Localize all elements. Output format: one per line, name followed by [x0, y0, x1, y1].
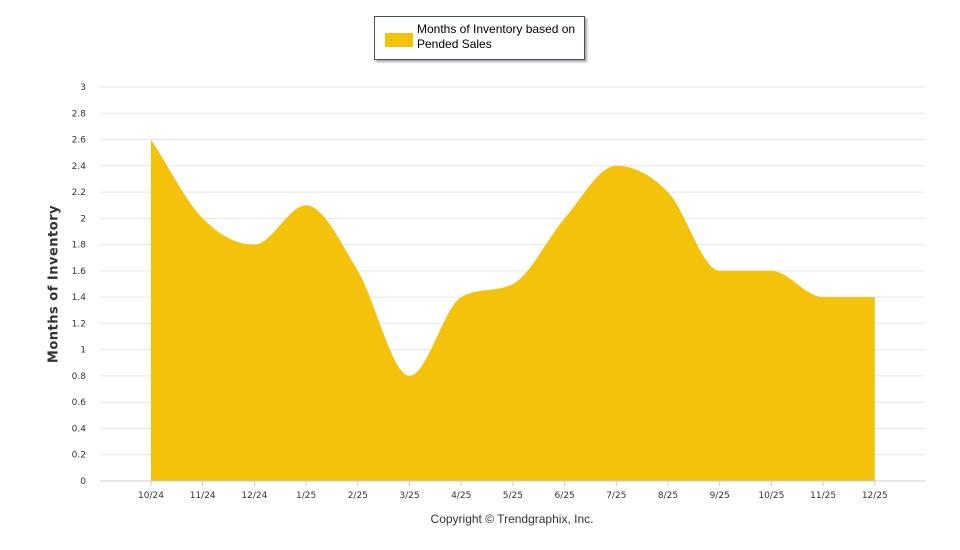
area-series: [148, 137, 878, 482]
y-tick-label: 2.2: [72, 188, 86, 198]
data-point[interactable]: [251, 242, 257, 248]
data-point[interactable]: [510, 281, 516, 287]
x-axis: [100, 480, 925, 486]
x-tick-label: 6/25: [554, 491, 574, 501]
x-tick-label: 5/25: [503, 491, 523, 501]
data-point[interactable]: [717, 268, 723, 274]
x-tick-label: 8/25: [658, 491, 678, 501]
area-fill[interactable]: [151, 139, 875, 482]
legend-label: Months of Inventory based on Pended Sale…: [417, 22, 576, 51]
data-point[interactable]: [148, 137, 154, 143]
x-tick-label: 9/25: [710, 491, 730, 501]
x-tick-label: 12/25: [862, 491, 888, 501]
y-tick-label: 3: [80, 83, 86, 93]
x-tick-label: 2/25: [348, 491, 368, 501]
y-tick-label: 0.6: [72, 398, 87, 408]
x-tick-label: 4/25: [451, 491, 471, 501]
data-point[interactable]: [872, 294, 878, 300]
y-tick-label: 1: [80, 346, 86, 356]
y-tick-label: 0: [80, 477, 86, 487]
x-tick-label: 11/25: [810, 491, 836, 501]
data-point[interactable]: [820, 294, 826, 300]
copyright-text: Copyright © Trendgraphix, Inc.: [430, 512, 594, 526]
y-tick-label: 0.2: [72, 451, 86, 461]
x-tick-label: 7/25: [606, 491, 626, 501]
y-tick-labels: 0 0.2 0.4 0.6 0.8 1 1.2 1.4 1.6 1.8 2 2.2 2.4 2.6 2.8 3: [72, 83, 87, 487]
x-tick-label: 11/24: [190, 491, 216, 501]
y-tick-label: 1.8: [72, 241, 87, 251]
data-point[interactable]: [562, 215, 568, 221]
data-point[interactable]: [613, 163, 619, 169]
x-tick-label: 10/24: [138, 491, 164, 501]
data-point[interactable]: [768, 268, 774, 274]
y-tick-label: 2.6: [72, 136, 87, 146]
y-tick-label: 2.8: [72, 109, 87, 119]
y-tick-label: 1.4: [72, 293, 87, 303]
data-point[interactable]: [355, 268, 361, 274]
data-point[interactable]: [458, 294, 464, 300]
data-point[interactable]: [407, 373, 413, 379]
legend[interactable]: Months of Inventory based on Pended Sale…: [374, 16, 585, 60]
x-tick-labels: 10/24 11/24 12/24 1/25 2/25 3/25 4/25 5/25 6/25 7…: [138, 491, 888, 501]
data-point[interactable]: [200, 215, 206, 221]
y-axis-title: Months of Inventory: [46, 204, 62, 364]
data-point[interactable]: [665, 189, 671, 195]
y-tick-label: 2: [80, 214, 86, 224]
data-point[interactable]: [303, 202, 309, 208]
x-tick-label: 12/24: [241, 491, 267, 501]
y-tick-label: 0.8: [72, 372, 87, 382]
y-tick-label: 2.4: [72, 162, 87, 172]
x-tick-label: 10/25: [758, 491, 784, 501]
y-tick-label: 1.6: [72, 267, 87, 277]
y-tick-label: 0.4: [72, 424, 87, 434]
y-tick-label: 1.2: [72, 319, 86, 329]
x-tick-label: 1/25: [296, 491, 316, 501]
legend-swatch-icon: [385, 33, 413, 47]
x-tick-label: 3/25: [399, 491, 419, 501]
